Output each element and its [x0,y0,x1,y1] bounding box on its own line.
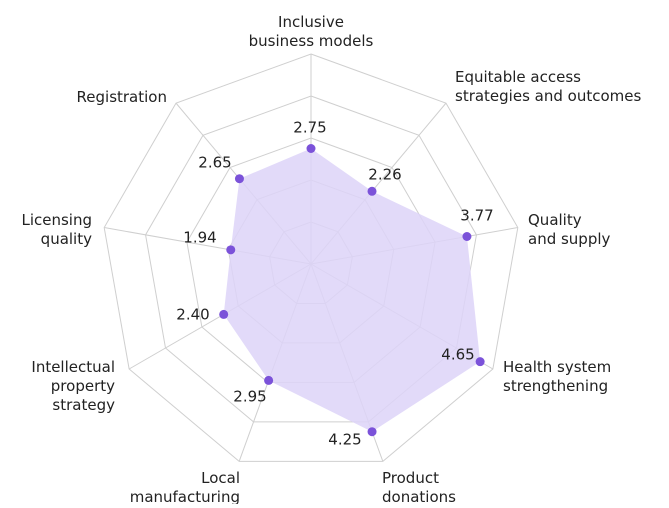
axis-label-line: property [51,377,115,395]
axis-label-line: strengthening [503,377,608,395]
axis-label-line: Local [201,469,240,487]
point [306,144,316,153]
grid-ring [145,95,477,423]
axis-label-line: and supply [528,230,611,248]
point [219,309,229,319]
value-label: 2.26 [368,166,401,184]
point [462,232,472,242]
grid-ring [103,53,519,462]
axis-label: Licensing quality [21,211,92,248]
axis-label: Equitable access strategies and outcomes [455,68,641,105]
point [475,357,485,367]
axis-label-line: Product [382,469,439,487]
value-label: 2.95 [233,388,266,406]
axis-label-line: Licensing [21,211,92,229]
axis-label-line: Health system [503,358,611,376]
axis-label-line: business models [249,32,374,50]
value-label: 1.94 [183,229,216,247]
axis-label-line: Intellectual [31,358,115,376]
point [367,427,377,437]
value-label: 2.75 [293,119,326,137]
value-label: 4.25 [328,431,361,449]
point [367,186,377,196]
axis-label: Intellectual property strategy [31,358,115,414]
point [234,174,244,184]
value-label: 3.77 [460,207,493,225]
axis-label: Health system strengthening [503,358,611,395]
value-label: 4.65 [441,346,474,364]
axis-label: Product donations [382,469,456,505]
point [264,375,274,385]
value-label: 2.40 [176,306,209,324]
axis-label-line: Quality [528,211,582,229]
axis-label-line: donations [382,488,456,505]
axis-label-line: strategies and outcomes [455,87,641,105]
axis-label-line: Inclusive [278,13,344,31]
area [223,148,481,432]
point [226,245,236,255]
axis-label-line: strategy [52,396,115,414]
axis-label-line: quality [41,230,92,248]
axis-label: Quality and supply [528,211,611,248]
axis-label: Inclusive business models [249,13,374,50]
axis-label-line: Equitable access [455,68,581,86]
axis-label: Local manufacturing [130,469,240,505]
axis-label: Registration [77,88,167,106]
value-label: 2.65 [198,154,231,172]
axis-label-line: Registration [77,88,167,106]
axis-label-line: manufacturing [130,488,240,505]
